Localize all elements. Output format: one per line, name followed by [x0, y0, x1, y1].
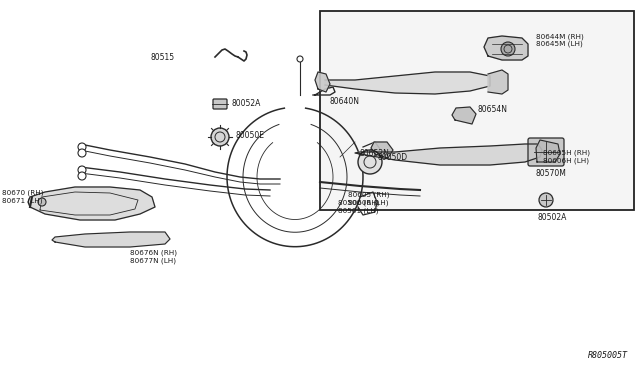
Circle shape [297, 56, 303, 62]
Text: 80515: 80515 [151, 52, 175, 61]
Text: 80640N: 80640N [330, 97, 360, 106]
Polygon shape [325, 72, 490, 94]
Polygon shape [452, 107, 476, 124]
Text: 80050E: 80050E [236, 131, 265, 140]
Text: 80652N: 80652N [360, 150, 390, 158]
Polygon shape [536, 140, 560, 162]
Text: 80676N (RH)
80677N (LH): 80676N (RH) 80677N (LH) [130, 250, 177, 264]
Polygon shape [371, 142, 393, 158]
Circle shape [501, 42, 515, 56]
Text: 80605H (RH)
80606H (LH): 80605H (RH) 80606H (LH) [543, 150, 590, 164]
Text: 80670 (RH)
80671 (LH): 80670 (RH) 80671 (LH) [2, 190, 44, 204]
Text: 80502A: 80502A [537, 212, 566, 221]
Text: 80570M: 80570M [536, 170, 567, 179]
Polygon shape [315, 72, 330, 92]
Polygon shape [28, 187, 155, 220]
Text: 80500 (RH)
80501 (LH): 80500 (RH) 80501 (LH) [338, 200, 380, 214]
Text: R805005T: R805005T [588, 351, 628, 360]
Text: 80654N: 80654N [477, 106, 507, 115]
Text: 80052A: 80052A [232, 99, 261, 109]
Text: 80644M (RH)
80645M (LH): 80644M (RH) 80645M (LH) [536, 33, 584, 47]
Bar [320, 11, 634, 210]
Circle shape [78, 143, 86, 151]
Polygon shape [52, 232, 170, 247]
Circle shape [211, 128, 229, 146]
Text: 80050D: 80050D [378, 154, 408, 163]
Polygon shape [488, 70, 508, 94]
FancyBboxPatch shape [528, 138, 564, 166]
Polygon shape [355, 144, 542, 165]
Circle shape [78, 172, 86, 180]
Text: 80605 (RH)
80606 (LH): 80605 (RH) 80606 (LH) [348, 192, 390, 206]
Circle shape [358, 150, 382, 174]
FancyBboxPatch shape [213, 99, 227, 109]
Circle shape [78, 149, 86, 157]
Circle shape [539, 193, 553, 207]
Circle shape [78, 166, 86, 174]
Polygon shape [484, 36, 528, 60]
Circle shape [38, 198, 46, 206]
